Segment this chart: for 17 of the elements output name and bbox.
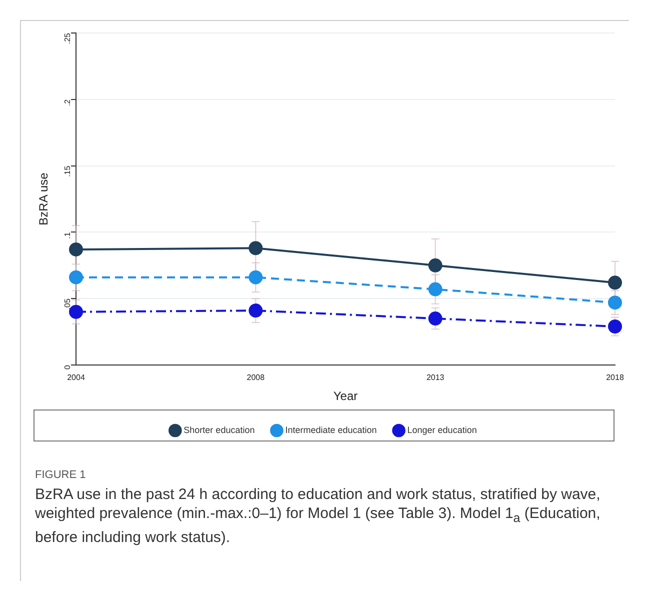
y-tick-label: .05 <box>63 298 72 310</box>
y-tick-label: .15 <box>63 165 72 177</box>
y-tick-label: .25 <box>63 32 72 44</box>
y-axis-title: BzRA use <box>36 172 51 226</box>
y-tick-label: 0 <box>63 364 72 370</box>
x-axis-title: Year <box>333 389 358 404</box>
x-tick-label: 2013 <box>426 373 445 382</box>
y-tick-label: .1 <box>63 232 72 239</box>
x-tick-label: 2008 <box>246 373 266 382</box>
x-tick-label: 2018 <box>606 373 624 382</box>
legend-label: Shorter education <box>184 424 255 435</box>
legend-label: Longer education <box>407 424 477 435</box>
x-tick-label: 2004 <box>67 373 86 382</box>
y-tick-label: .2 <box>63 98 72 106</box>
caption: FIGURE 1 <box>35 469 87 481</box>
text: BzRA use in the past 24 h according to education and work status, stratified by wave, weighted prevalence (min.-max.:0–1) for Model 1 (see Table 3). Model 1$_{a}$ (Education, before including work status). <box>35 486 600 546</box>
legend-label: Intermediate education <box>285 424 377 435</box>
